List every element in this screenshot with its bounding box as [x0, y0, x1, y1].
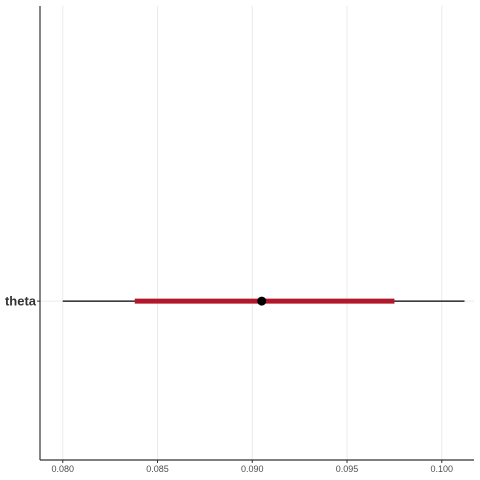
parameter-label: theta — [5, 294, 37, 309]
x-ticks: 0.080 0.085 0.090 0.095 0.100 — [51, 460, 453, 474]
point-estimate-dot — [257, 296, 267, 306]
x-tick-label: 0.095 — [336, 464, 359, 474]
x-tick-label: 0.100 — [431, 464, 454, 474]
gridlines — [40, 6, 474, 460]
intervals — [62, 296, 465, 306]
x-tick-label: 0.080 — [51, 464, 74, 474]
y-ticks: theta — [5, 294, 40, 309]
x-tick-label: 0.085 — [146, 464, 169, 474]
x-tick-label: 0.090 — [241, 464, 264, 474]
